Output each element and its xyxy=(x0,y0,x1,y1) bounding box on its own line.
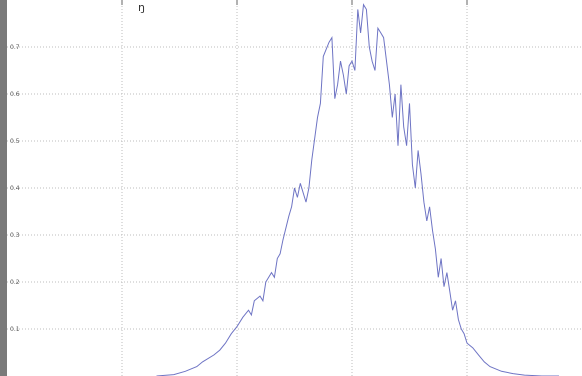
y-tick-label: 0.2 xyxy=(10,279,20,286)
y-axis-ticks: 0.1 0.2 0.3 0.4 0.5 0.6 0.7 xyxy=(10,44,20,333)
y-tick-label: 0.1 xyxy=(10,326,20,333)
y-tick-label: 0.5 xyxy=(10,138,20,145)
left-axis-bar xyxy=(0,0,7,376)
y-tick-label: 0.7 xyxy=(10,44,20,51)
y-tick-label: 0.6 xyxy=(10,91,20,98)
y-tick-label: 0.3 xyxy=(10,232,20,239)
chart-title: ŋ xyxy=(138,1,145,14)
grid xyxy=(7,0,582,376)
series-line xyxy=(156,3,559,376)
y-tick-label: 0.4 xyxy=(10,185,20,192)
